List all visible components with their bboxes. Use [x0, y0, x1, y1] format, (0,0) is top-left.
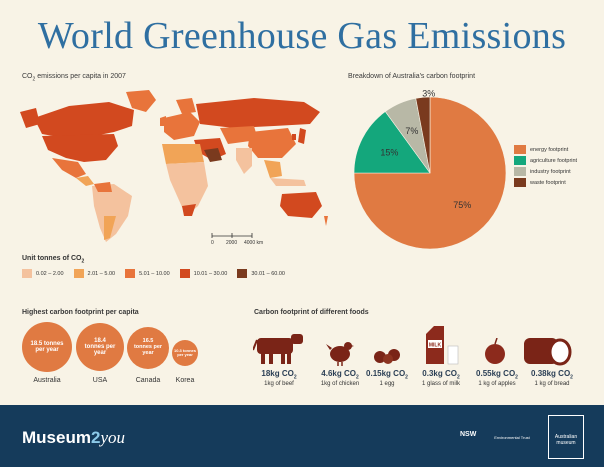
pie-legend-item: waste footprint [514, 178, 577, 187]
map-central-asia [220, 126, 258, 144]
pie-label: 3% [422, 88, 435, 98]
food-desc: 1kg of beef [264, 381, 294, 387]
map-europe [164, 112, 200, 140]
highest-title: Highest carbon footprint per capita [22, 309, 139, 316]
legend-item: 0.02 – 2.00 [22, 269, 64, 278]
food-value: 0.55kg CO2 [476, 369, 518, 381]
pie-legend-swatch [514, 178, 526, 187]
food-desc: 1 kg of bread [534, 381, 570, 387]
circle-australia: 18.5 tonnes per year [22, 322, 72, 372]
map-central-america [76, 176, 94, 186]
foods-title: Carbon footprint of different foods [254, 309, 369, 316]
map-africa [166, 162, 208, 216]
food-value: 18kg CO2 [261, 369, 297, 381]
scale-label-1: 2000 [226, 240, 237, 246]
legend: 0.02 – 2.00 2.01 – 5.00 5.01 – 10.00 10.… [22, 269, 289, 278]
map-korea [292, 134, 296, 140]
pie-slice-waste-footprint [415, 96, 431, 174]
food-value: 0.15kg CO2 [366, 369, 408, 381]
legend-item: 10.01 – 30.00 [179, 269, 227, 278]
map-mexico [52, 158, 86, 178]
pie-legend-item: industry footprint [514, 167, 577, 176]
map-argentina [104, 216, 116, 240]
cow-icon [253, 334, 303, 364]
egg-icon [374, 349, 400, 364]
legend-swatch [73, 269, 84, 278]
map-japan [298, 128, 306, 144]
pie-legend-item: agriculture footprint [514, 156, 577, 165]
map-alaska [20, 108, 40, 128]
page-title: World Greenhouse Gas Emissions [37, 15, 567, 57]
map-south-america [92, 184, 132, 242]
food-desc: 1kg of chicken [320, 381, 360, 387]
map-new-zealand [324, 216, 328, 226]
pie-legend: energy footprint agriculture footprint i… [514, 145, 577, 189]
country-label: Canada [135, 377, 161, 384]
chicken-icon [326, 342, 354, 366]
world-map: 0 2000 4000 km [20, 90, 328, 246]
australian-museum-logo[interactable]: Australian museum [548, 415, 584, 459]
map-australia [280, 192, 322, 218]
pie-legend-item: energy footprint [514, 145, 577, 154]
food-value: 4.6kg CO2 [321, 369, 359, 381]
pie-label: 7% [405, 126, 418, 136]
legend-item: 2.01 – 5.00 [73, 269, 115, 278]
legend-swatch [125, 269, 136, 278]
map-se-asia [264, 160, 282, 178]
map-uk [160, 116, 166, 126]
pie-label: 75% [453, 200, 471, 210]
map-north-africa [162, 144, 204, 164]
map-russia [196, 98, 320, 128]
footer: Museum2you NSW Environmental Trust Austr… [0, 405, 604, 467]
map-south-africa [182, 204, 196, 216]
environmental-trust-logo[interactable]: Environmental Trust [494, 435, 530, 440]
pie-title: Breakdown of Australia's carbon footprin… [348, 73, 476, 80]
legend-swatch [22, 269, 32, 278]
museum2you-logo[interactable]: Museum2you [22, 428, 125, 447]
apple-icon [485, 338, 505, 364]
food-desc: 1 glass of milk [421, 381, 460, 387]
country-label: Australia [33, 377, 61, 384]
pie-label: 15% [380, 147, 398, 157]
legend-swatch [179, 269, 190, 278]
country-label: USA [92, 377, 108, 384]
map-usa [42, 134, 118, 162]
pie-legend-swatch [514, 167, 526, 176]
pie-legend-swatch [514, 156, 526, 165]
map-india [236, 148, 252, 174]
pie-legend-swatch [514, 145, 526, 154]
food-value: 0.38kg CO2 [531, 369, 573, 381]
country-label: Korea [175, 377, 195, 384]
food-value: 0.3kg CO2 [422, 369, 460, 381]
circle-canada: 16.5 tonnes per year [127, 327, 169, 369]
milk-carton-label: MILK [429, 343, 442, 349]
legend-swatch [237, 269, 248, 278]
map-venezuela [94, 182, 112, 192]
nsw-logo[interactable]: NSW [460, 431, 477, 438]
legend-item: 30.01 – 60.00 [237, 269, 285, 278]
scale-label-0: 0 [211, 240, 214, 246]
scale-label-2: 4000 km [244, 240, 263, 246]
circle-usa: 18.4 tonnes per year [76, 323, 124, 371]
food-desc: 1 egg [379, 381, 395, 387]
pie-slice-agriculture-footprint [353, 111, 431, 174]
map-greenland [126, 90, 156, 112]
map-canada [34, 102, 134, 138]
pie-chart: 75% 15% 7% 3% [353, 88, 507, 250]
food-desc: 1 kg of apples [478, 381, 516, 387]
milk-icon: MILK [426, 326, 459, 365]
legend-item: 5.01 – 10.00 [125, 269, 170, 278]
bread-icon [524, 338, 572, 366]
map-china [248, 128, 296, 158]
pie-slice-energy-footprint [353, 96, 507, 250]
map-indonesia [270, 178, 306, 186]
map-label: CO2 emissions per capita in 2007 [22, 73, 126, 83]
circle-korea: 10.3 tonnes per year [172, 340, 198, 366]
map-scandinavia [176, 98, 196, 114]
legend-title: Unit tonnes of CO2 [22, 255, 85, 265]
map-arabia [204, 148, 222, 162]
